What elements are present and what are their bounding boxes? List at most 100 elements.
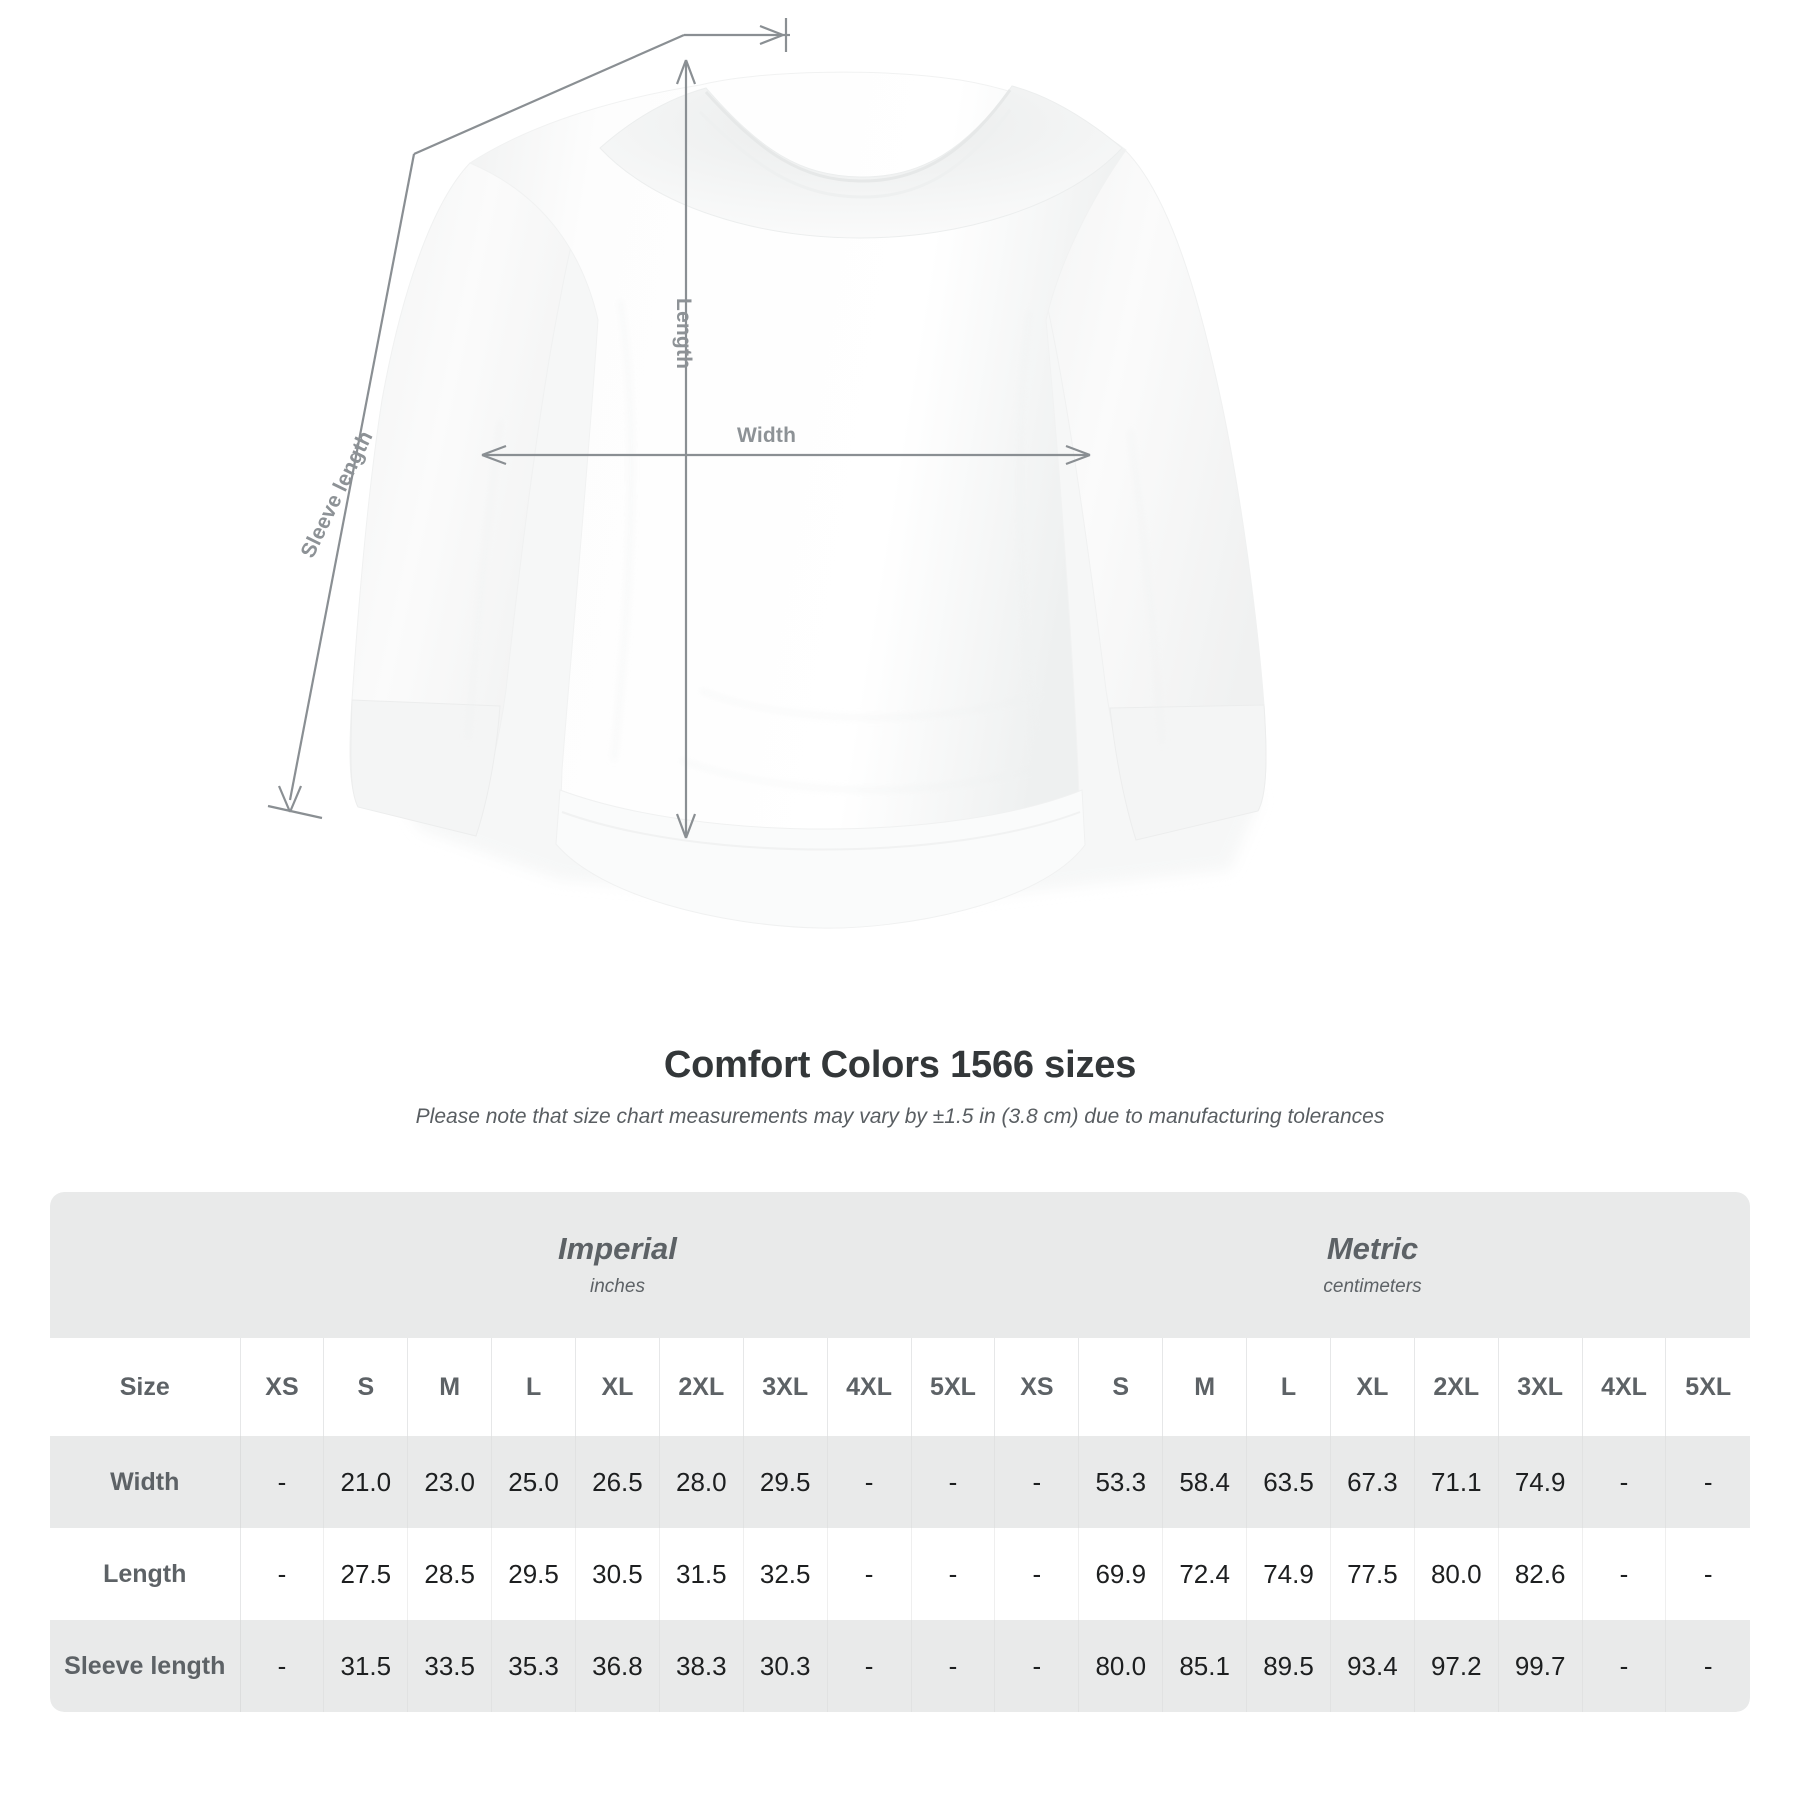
cell-width-metric-xl: 67.3 [1330, 1436, 1415, 1528]
right-cuff [1109, 704, 1267, 841]
cell-length-imperial-4xl: - [827, 1528, 912, 1620]
cell-width-imperial-2xl: 28.0 [659, 1436, 744, 1528]
cell-width-imperial-5xl: - [911, 1436, 996, 1528]
size-column-header-metric-l: L [1246, 1338, 1331, 1436]
cell-length-metric-l: 74.9 [1246, 1528, 1331, 1620]
table-row: Sleeve length -31.5 33.5 35.3 36.8 38.3 30.3- -… [50, 1620, 1750, 1712]
size-column-header-imperial-4xl: 4XL [827, 1338, 912, 1436]
size-column-header-metric-xl: XL [1330, 1338, 1415, 1436]
cell-length-metric-4xl: - [1582, 1528, 1667, 1620]
cell-length-imperial-5xl: - [911, 1528, 996, 1620]
size-chart-table-container: Imperial inches Metric centimeters Size XS S M L… [50, 1192, 1750, 1712]
tolerance-note: Please note that size chart measurements… [415, 1104, 1385, 1128]
unit-system-header-metric: Metric centimeters [994, 1192, 1750, 1338]
cell-width-metric-2xl: 71.1 [1414, 1436, 1499, 1528]
sweatshirt-illustration [267, 18, 1267, 929]
unit-system-unit: centimeters [1323, 1275, 1422, 1297]
collar [599, 85, 1123, 239]
cell-width-imperial-xl: 26.5 [575, 1436, 660, 1528]
bottom-hem [555, 789, 1086, 929]
size-column-header-imperial-3xl: 3XL [743, 1338, 828, 1436]
measurement-row-label-sleeve-length: Sleeve length [50, 1620, 241, 1712]
cell-width-metric-xs: - [994, 1436, 1080, 1528]
cell-sleeve-length-metric-2xl: 97.2 [1414, 1620, 1499, 1712]
unit-system-header-imperial: Imperial inches [240, 1192, 995, 1338]
size-chart-table: Imperial inches Metric centimeters Size XS S M L… [50, 1192, 1750, 1712]
cell-length-imperial-l: 29.5 [491, 1528, 577, 1620]
size-column-header-metric-xs: XS [994, 1338, 1080, 1436]
table-row: Width -21.0 23.0 25.0 26.5 28.0 29.5- - -53.3 58.… [50, 1436, 1750, 1528]
cell-sleeve-length-imperial-3xl: 30.3 [743, 1620, 828, 1712]
cell-sleeve-length-imperial-s: 31.5 [323, 1620, 409, 1712]
cell-length-metric-s: 69.9 [1078, 1528, 1164, 1620]
cell-length-metric-3xl: 82.6 [1498, 1528, 1583, 1620]
cell-sleeve-length-metric-3xl: 99.7 [1498, 1620, 1583, 1712]
width-dimension [481, 444, 1091, 466]
cell-width-imperial-4xl: - [827, 1436, 912, 1528]
size-column-header-metric-m: M [1162, 1338, 1248, 1436]
cell-width-imperial-3xl: 29.5 [743, 1436, 828, 1528]
collar-inner-edge [704, 89, 1012, 183]
garment-diagram: Width Length Sleeve length [267, 18, 1267, 929]
size-column-header-imperial-s: S [323, 1338, 409, 1436]
dimension-lines [267, 18, 1091, 839]
cell-width-imperial-l: 25.0 [491, 1436, 577, 1528]
length-dimension [675, 59, 697, 839]
width-dimension-label: Width [737, 424, 797, 447]
size-column-header-metric-5xl: 5XL [1665, 1338, 1750, 1436]
size-column-header-metric-2xl: 2XL [1414, 1338, 1499, 1436]
size-column-header-metric-4xl: 4XL [1582, 1338, 1667, 1436]
cell-width-imperial-s: 21.0 [323, 1436, 409, 1528]
size-column-header-imperial-l: L [491, 1338, 577, 1436]
cell-length-metric-2xl: 80.0 [1414, 1528, 1499, 1620]
size-header-label: Size [50, 1338, 241, 1436]
cell-width-imperial-xs: - [240, 1436, 325, 1528]
size-column-header-imperial-xl: XL [575, 1338, 660, 1436]
cell-sleeve-length-metric-xl: 93.4 [1330, 1620, 1415, 1712]
page-title: Comfort Colors 1566 sizes [663, 1044, 1137, 1086]
cell-sleeve-length-imperial-l: 35.3 [491, 1620, 577, 1712]
cell-length-imperial-2xl: 31.5 [659, 1528, 744, 1620]
cell-width-metric-m: 58.4 [1162, 1436, 1248, 1528]
size-column-header-imperial-m: M [407, 1338, 493, 1436]
cell-sleeve-length-metric-5xl: - [1665, 1620, 1750, 1712]
cell-length-imperial-xl: 30.5 [575, 1528, 660, 1620]
cell-sleeve-length-metric-l: 89.5 [1246, 1620, 1331, 1712]
cell-sleeve-length-imperial-xs: - [240, 1620, 325, 1712]
cell-sleeve-length-imperial-xl: 36.8 [575, 1620, 660, 1712]
cell-sleeve-length-imperial-5xl: - [911, 1620, 996, 1712]
cell-width-imperial-m: 23.0 [407, 1436, 493, 1528]
sleeve-length-dimension [267, 18, 790, 820]
cell-sleeve-length-metric-xs: - [994, 1620, 1080, 1712]
measurement-row-label-width: Width [50, 1436, 241, 1528]
unit-system-unit: inches [590, 1275, 645, 1297]
cell-sleeve-length-imperial-4xl: - [827, 1620, 912, 1712]
cell-length-metric-m: 72.4 [1162, 1528, 1248, 1620]
cell-width-metric-3xl: 74.9 [1498, 1436, 1583, 1528]
cell-width-metric-5xl: - [1665, 1436, 1750, 1528]
fabric-folds [466, 299, 1164, 792]
cell-width-metric-s: 53.3 [1078, 1436, 1164, 1528]
unit-system-name: Imperial [558, 1231, 677, 1267]
length-dimension-label: Length [672, 298, 695, 370]
cell-sleeve-length-metric-s: 80.0 [1078, 1620, 1164, 1712]
size-column-header-imperial-2xl: 2XL [659, 1338, 744, 1436]
cell-length-imperial-xs: - [240, 1528, 325, 1620]
cell-length-metric-xs: - [994, 1528, 1080, 1620]
cell-sleeve-length-imperial-2xl: 38.3 [659, 1620, 744, 1712]
size-column-header-imperial-xs: XS [240, 1338, 325, 1436]
unit-system-name: Metric [1326, 1231, 1419, 1267]
cell-width-metric-l: 63.5 [1246, 1436, 1331, 1528]
size-column-header-imperial-5xl: 5XL [911, 1338, 996, 1436]
title-block: Comfort Colors 1566 sizes Please note th… [0, 1044, 1800, 1129]
cell-width-metric-4xl: - [1582, 1436, 1667, 1528]
cell-length-imperial-m: 28.5 [407, 1528, 493, 1620]
size-column-header-metric-s: S [1078, 1338, 1164, 1436]
left-cuff [350, 699, 501, 837]
measurement-row-label-length: Length [50, 1528, 241, 1620]
size-column-header-metric-3xl: 3XL [1498, 1338, 1583, 1436]
table-corner-spacer [50, 1192, 241, 1338]
cell-length-metric-xl: 77.5 [1330, 1528, 1415, 1620]
cell-length-imperial-s: 27.5 [323, 1528, 409, 1620]
